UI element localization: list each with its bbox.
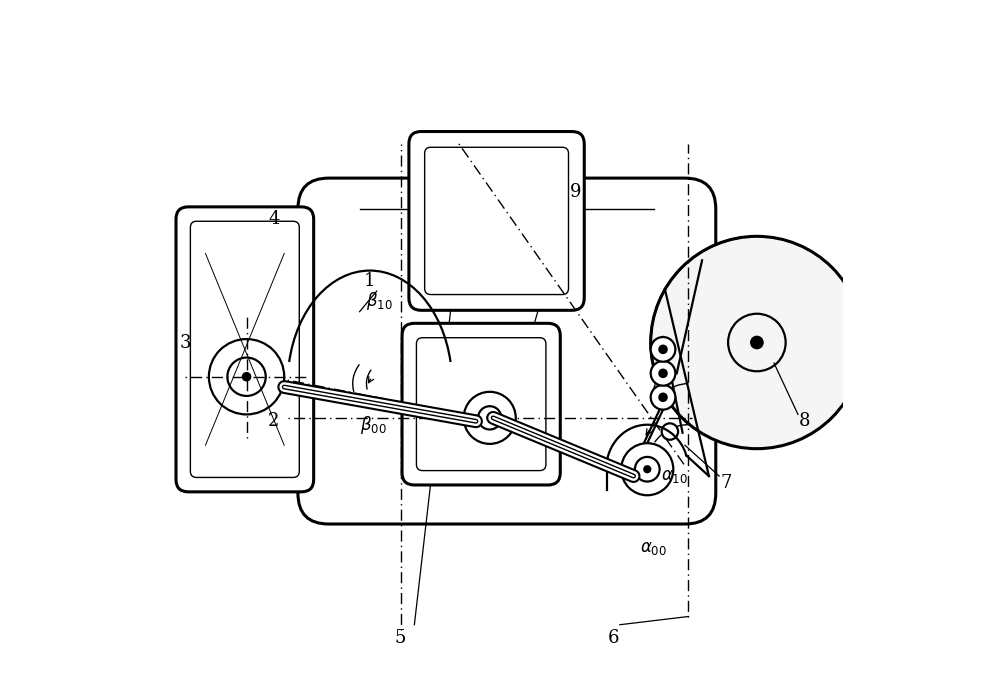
Circle shape <box>486 414 493 421</box>
FancyBboxPatch shape <box>409 132 584 310</box>
Circle shape <box>658 345 668 354</box>
FancyBboxPatch shape <box>425 147 568 295</box>
Circle shape <box>643 465 651 473</box>
Text: 1: 1 <box>364 272 376 290</box>
Circle shape <box>662 423 678 440</box>
FancyBboxPatch shape <box>190 221 299 477</box>
FancyBboxPatch shape <box>416 338 546 471</box>
Text: 4: 4 <box>268 210 280 228</box>
Circle shape <box>651 337 675 362</box>
Text: 2: 2 <box>268 412 280 430</box>
FancyBboxPatch shape <box>176 207 314 492</box>
Circle shape <box>464 392 516 444</box>
Circle shape <box>242 373 251 381</box>
FancyBboxPatch shape <box>402 323 560 485</box>
Circle shape <box>750 336 764 349</box>
Text: 3: 3 <box>179 334 191 351</box>
Text: $\alpha_{00}$: $\alpha_{00}$ <box>640 539 667 557</box>
Text: 5: 5 <box>395 630 406 647</box>
Text: 8: 8 <box>799 412 811 430</box>
Circle shape <box>658 369 668 378</box>
Circle shape <box>651 236 863 449</box>
Text: 6: 6 <box>607 630 619 647</box>
Circle shape <box>658 393 668 402</box>
Text: $\alpha_{10}$: $\alpha_{10}$ <box>661 467 688 485</box>
Text: $\beta_{00}$: $\beta_{00}$ <box>360 414 386 436</box>
Circle shape <box>651 361 675 386</box>
Text: 9: 9 <box>570 183 581 201</box>
Text: $\beta_{10}$: $\beta_{10}$ <box>366 290 393 312</box>
Circle shape <box>621 443 673 495</box>
Circle shape <box>651 385 675 410</box>
Text: 7: 7 <box>720 474 732 492</box>
FancyBboxPatch shape <box>298 178 716 524</box>
